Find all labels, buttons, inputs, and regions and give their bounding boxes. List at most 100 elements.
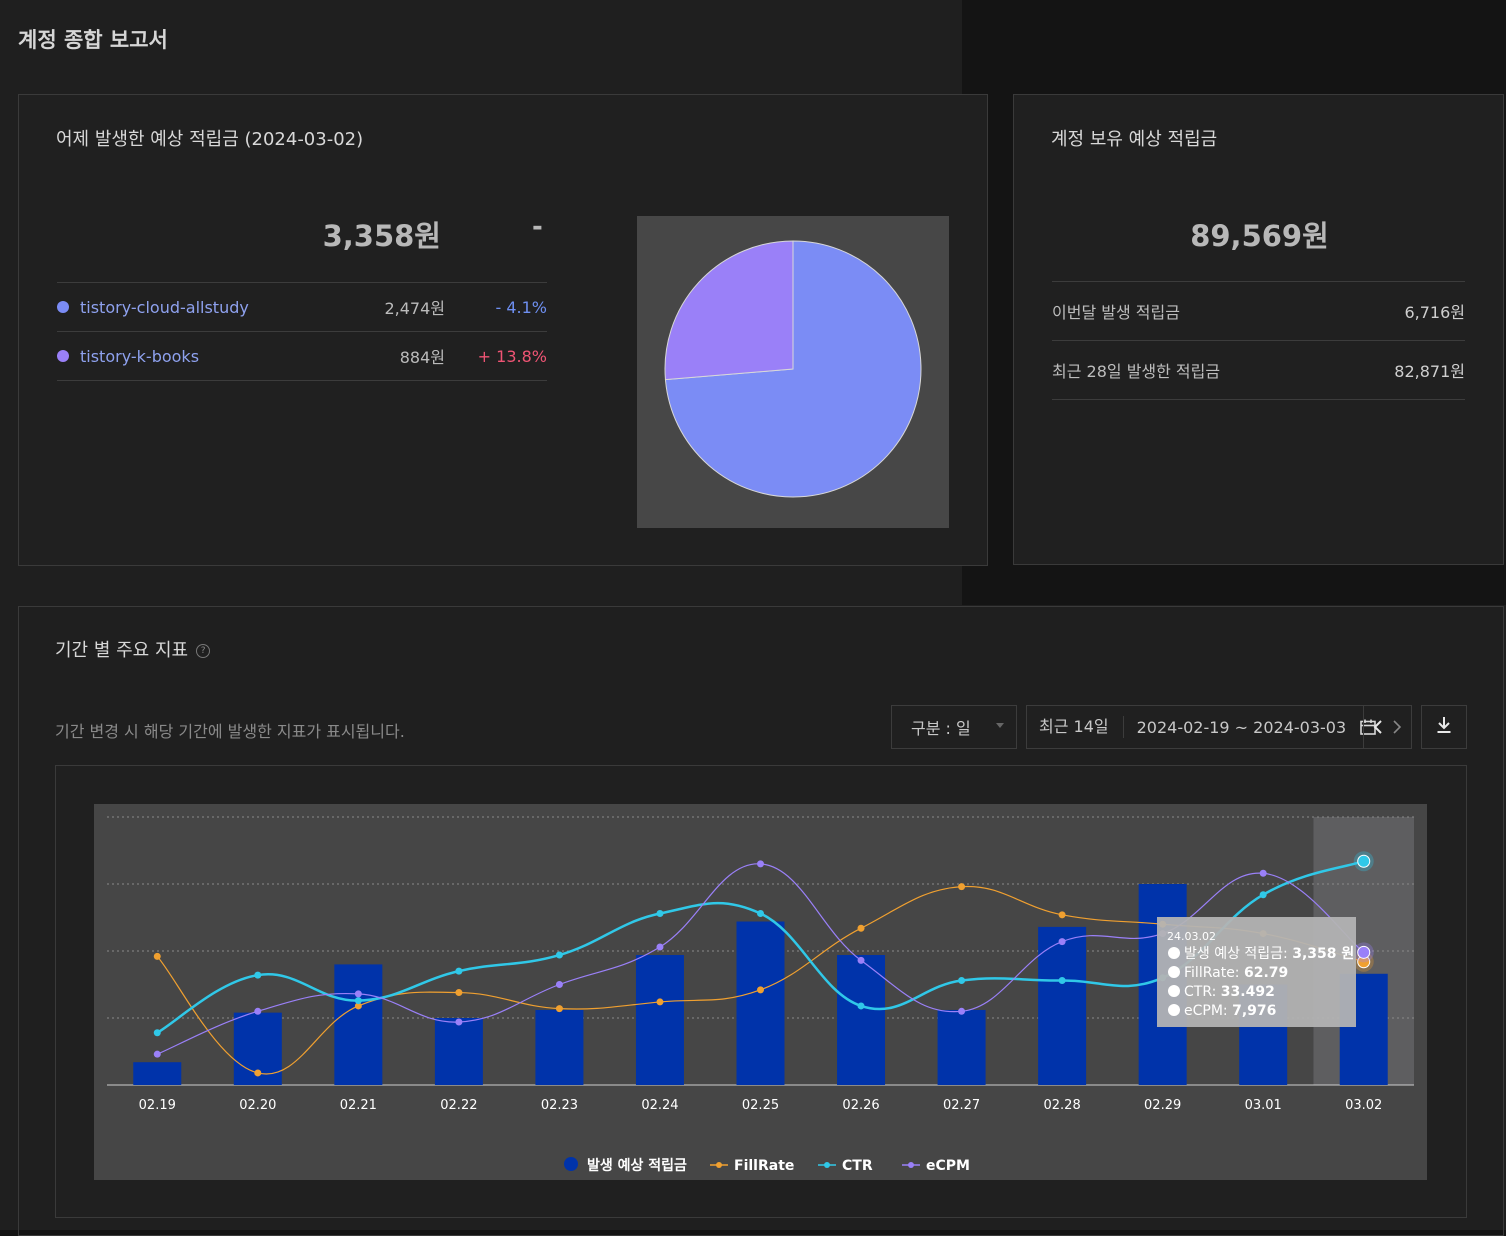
metrics-title: 기간 별 주요 지표?: [55, 636, 211, 662]
point-FillRate-02.25: [757, 986, 764, 994]
point-FillRate-02.23: [555, 1005, 563, 1013]
metrics-chart[interactable]: 02.19 02.20 02.21 02.22 02.23 02.24 02.25 02.26…: [56, 766, 1468, 1219]
point-eCPM-02.28: [1058, 938, 1066, 946]
point-FillRate-02.24: [656, 998, 664, 1006]
tooltip-box: [1157, 917, 1356, 1027]
pager-divider: [1363, 706, 1364, 748]
legend-label: CTR: [842, 1158, 873, 1174]
legend-label: FillRate: [734, 1158, 794, 1174]
yesterday-total-amount: 3,358원: [322, 219, 441, 253]
bar-02.24: [635, 955, 684, 1085]
point-eCPM-02.20: [254, 1007, 262, 1015]
point-CTR-02.24: [656, 909, 664, 917]
tooltip-value: 33.492: [1221, 984, 1275, 1000]
blog-row[interactable]: tistory-cloud-allstudy 2,474원 - 4.1%: [57, 283, 547, 331]
summary-row-28days: 최근 28일 발생한 적립금 82,871원: [1052, 341, 1465, 399]
chevron-right-icon[interactable]: [1391, 719, 1403, 739]
point-eCPM-02.25: [757, 860, 764, 868]
caret-down-icon: [996, 723, 1004, 728]
point-CTR-02.26: [857, 1002, 865, 1010]
blog-name[interactable]: tistory-k-books: [80, 346, 200, 366]
point-CTR-02.23: [555, 951, 563, 959]
bar-02.28: [1038, 926, 1087, 1085]
bar-02.23: [535, 1009, 584, 1085]
tooltip-item: 발생 예상 적립금: 3,358 원: [1184, 946, 1354, 962]
point-eCPM-03.01: [1259, 869, 1267, 877]
x-tick-label: 02.23: [541, 1098, 578, 1113]
divider: [57, 380, 547, 381]
blog-change: - 4.1%: [495, 297, 547, 317]
page-title: 계정 종합 보고서: [18, 28, 168, 52]
balance-card: 계정 보유 예상 적립금 89,569원: [1013, 94, 1504, 565]
download-button[interactable]: [1421, 705, 1467, 749]
bar-02.22: [434, 1018, 483, 1085]
metrics-description: 기간 변경 시 해당 기간에 발생한 지표가 표시됩니다.: [55, 722, 405, 741]
summary-label: 최근 28일 발생한 적립금: [1052, 362, 1221, 381]
tooltip-dot: [1168, 947, 1180, 959]
chevron-left-icon[interactable]: [1372, 719, 1384, 739]
tooltip-item: CTR: 33.492: [1184, 984, 1275, 1000]
tooltip-item: eCPM: 7,976: [1184, 1003, 1276, 1019]
x-tick-label: 02.29: [1144, 1098, 1181, 1113]
range-preset-label[interactable]: 최근 14일: [1027, 716, 1124, 738]
tooltip-label: eCPM:: [1184, 1003, 1232, 1019]
tooltip-item: FillRate: 62.79: [1184, 965, 1288, 981]
point-eCPM-02.22: [455, 1018, 463, 1026]
legend-marker: [716, 1162, 722, 1168]
point-FillRate-02.20: [254, 1069, 262, 1077]
question-circle-icon[interactable]: ?: [196, 644, 211, 658]
x-tick-label: 02.22: [440, 1098, 477, 1113]
divider: [1052, 281, 1465, 282]
point-CTR-02.25: [757, 909, 764, 917]
x-tick-label: 02.26: [842, 1098, 879, 1113]
point-CTR-02.28: [1058, 976, 1066, 984]
yesterday-total-change: -: [532, 212, 543, 242]
point-FillRate-02.28: [1058, 911, 1066, 919]
period-group-select[interactable]: 구분 : 일: [891, 705, 1017, 749]
blog-row[interactable]: tistory-k-books 884원 + 13.8%: [57, 332, 547, 380]
legend-label: eCPM: [926, 1158, 970, 1174]
divider: [1052, 399, 1465, 400]
x-tick-label: 02.19: [139, 1098, 176, 1113]
summary-label: 이번달 발생 적립금: [1052, 303, 1180, 322]
point-eCPM-02.19: [153, 1050, 161, 1058]
x-tick-label: 02.27: [943, 1098, 980, 1113]
pie-chart: [637, 216, 949, 528]
bar-02.27: [937, 1009, 986, 1085]
x-tick-label: 02.20: [239, 1098, 276, 1113]
bar-02.21: [334, 964, 383, 1085]
x-tick-label: 03.01: [1245, 1098, 1282, 1113]
point-eCPM-03.02: [1357, 945, 1371, 959]
date-range-picker[interactable]: 최근 14일 2024-02-19 ~ 2024-03-03: [1026, 705, 1412, 749]
tooltip-value: 62.79: [1244, 965, 1288, 981]
point-CTR-02.22: [455, 967, 463, 975]
summary-value: 82,871원: [1394, 362, 1465, 381]
tooltip-label: CTR:: [1184, 984, 1221, 1000]
summary-value: 6,716원: [1404, 303, 1465, 322]
legend-marker: [564, 1157, 578, 1171]
download-icon: [1436, 716, 1452, 738]
yesterday-earnings-card: 어제 발생한 예상 적립금 (2024-03-02) 3,358원 - tist…: [18, 94, 988, 566]
x-tick-label: 02.25: [742, 1098, 779, 1113]
bar-02.19: [133, 1062, 182, 1085]
metrics-title-text: 기간 별 주요 지표: [55, 640, 189, 661]
blog-name[interactable]: tistory-cloud-allstudy: [80, 297, 249, 317]
x-tick-label: 02.24: [641, 1098, 678, 1113]
legend-dot-icon: [57, 301, 69, 313]
period-group-value: 구분 : 일: [911, 719, 971, 738]
pie-chart-svg: [664, 240, 922, 498]
tooltip-dot: [1168, 985, 1180, 997]
point-FillRate-02.19: [153, 952, 161, 960]
tooltip-dot: [1168, 966, 1180, 978]
balance-total-amount: 89,569원: [1190, 219, 1329, 253]
tooltip-dot: [1168, 1004, 1180, 1016]
point-CTR-03.01: [1259, 891, 1267, 899]
divider: [57, 282, 547, 283]
blog-amount: 2,474원: [384, 299, 445, 318]
date-range-text[interactable]: 2024-02-19 ~ 2024-03-03: [1136, 717, 1347, 737]
tooltip-date: 24.03.02: [1167, 930, 1216, 943]
point-eCPM-02.21: [354, 990, 362, 998]
point-CTR-02.20: [254, 971, 262, 979]
point-FillRate-02.26: [857, 924, 865, 932]
point-CTR-02.19: [153, 1029, 161, 1037]
